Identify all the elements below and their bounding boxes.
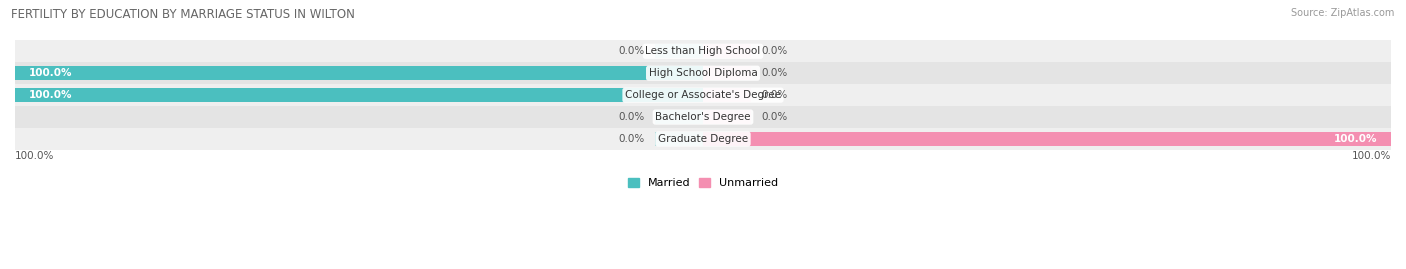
Bar <box>15 106 1391 128</box>
Text: 0.0%: 0.0% <box>762 46 787 56</box>
Bar <box>703 44 751 58</box>
Text: 0.0%: 0.0% <box>762 68 787 78</box>
Text: 100.0%: 100.0% <box>1351 151 1391 161</box>
Bar <box>15 84 1391 106</box>
Bar <box>703 132 1391 146</box>
Bar <box>15 128 1391 150</box>
Text: Bachelor's Degree: Bachelor's Degree <box>655 112 751 122</box>
Bar <box>15 66 703 80</box>
Bar <box>15 88 703 102</box>
Text: FERTILITY BY EDUCATION BY MARRIAGE STATUS IN WILTON: FERTILITY BY EDUCATION BY MARRIAGE STATU… <box>11 8 356 21</box>
Bar <box>655 132 703 146</box>
Bar <box>15 62 1391 84</box>
Text: College or Associate's Degree: College or Associate's Degree <box>626 90 780 100</box>
Text: Source: ZipAtlas.com: Source: ZipAtlas.com <box>1291 8 1395 18</box>
Bar <box>703 66 751 80</box>
Bar <box>15 62 1391 84</box>
Bar <box>15 40 1391 62</box>
Text: 0.0%: 0.0% <box>762 112 787 122</box>
Text: Graduate Degree: Graduate Degree <box>658 134 748 144</box>
Bar <box>15 40 1391 62</box>
Text: 100.0%: 100.0% <box>15 151 55 161</box>
Text: 0.0%: 0.0% <box>619 134 644 144</box>
Bar <box>703 88 751 102</box>
Text: 0.0%: 0.0% <box>619 112 644 122</box>
Bar <box>15 106 1391 128</box>
Text: Less than High School: Less than High School <box>645 46 761 56</box>
Text: 0.0%: 0.0% <box>619 46 644 56</box>
Bar <box>655 110 703 124</box>
Bar <box>703 110 751 124</box>
Text: 100.0%: 100.0% <box>1334 134 1378 144</box>
Text: 100.0%: 100.0% <box>28 68 72 78</box>
Text: High School Diploma: High School Diploma <box>648 68 758 78</box>
Text: 100.0%: 100.0% <box>28 90 72 100</box>
Legend: Married, Unmarried: Married, Unmarried <box>623 173 783 192</box>
Text: 0.0%: 0.0% <box>762 90 787 100</box>
Bar <box>15 84 1391 106</box>
Bar <box>655 44 703 58</box>
Bar <box>15 128 1391 150</box>
